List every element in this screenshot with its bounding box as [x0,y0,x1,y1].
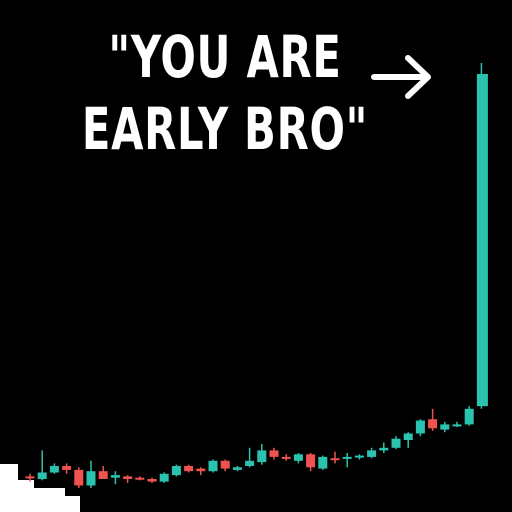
candle-body-up [318,456,328,469]
candle-body-up [208,460,218,472]
candle-body-down [269,450,279,457]
candle-body-down [281,456,291,459]
candle-body-up [379,447,389,451]
candle-body-up [232,467,242,470]
candle-body-up [293,454,303,461]
candle-body-down [62,466,72,470]
candle-body-up [403,433,413,440]
candle-body-down [147,479,157,482]
candle-body-up [342,456,352,459]
caption-line-2: EARLY BRO" [81,95,369,163]
candle-body-up [367,450,377,457]
candle-body-down [135,477,145,480]
candle-body-up [354,455,364,458]
candle-body-up [159,473,169,482]
candle-body-down [184,466,194,472]
candle-body-down [220,460,230,469]
caption-line-1: "YOU ARE [108,23,342,91]
candle-body-up [49,466,59,473]
candle-body-down [98,471,108,479]
candles-group [25,63,488,489]
candle-body-down [196,468,206,472]
candle-body-down [428,419,438,429]
candle-body-down [25,476,35,479]
candle-body-down [330,458,340,461]
candle-body-up [415,420,425,434]
bottom-left-white-steps [0,464,80,512]
candle-body-up [391,438,401,448]
candle-body-down [123,476,133,479]
candle-body-up [464,408,474,425]
candle-body-down [74,469,84,486]
candle-body-up [257,450,267,463]
candle-body-up [440,424,450,430]
candle-body-up [37,472,47,479]
candle-body-up [452,424,462,427]
right-arrow-icon [371,55,431,99]
candle-body-up [110,475,120,478]
candle-body-up [245,460,255,466]
candle-body-up [171,466,181,476]
white-step-block [0,496,80,512]
candle-body-up [476,74,488,407]
candle-body-down [306,454,316,468]
candle-body-up [86,471,96,486]
